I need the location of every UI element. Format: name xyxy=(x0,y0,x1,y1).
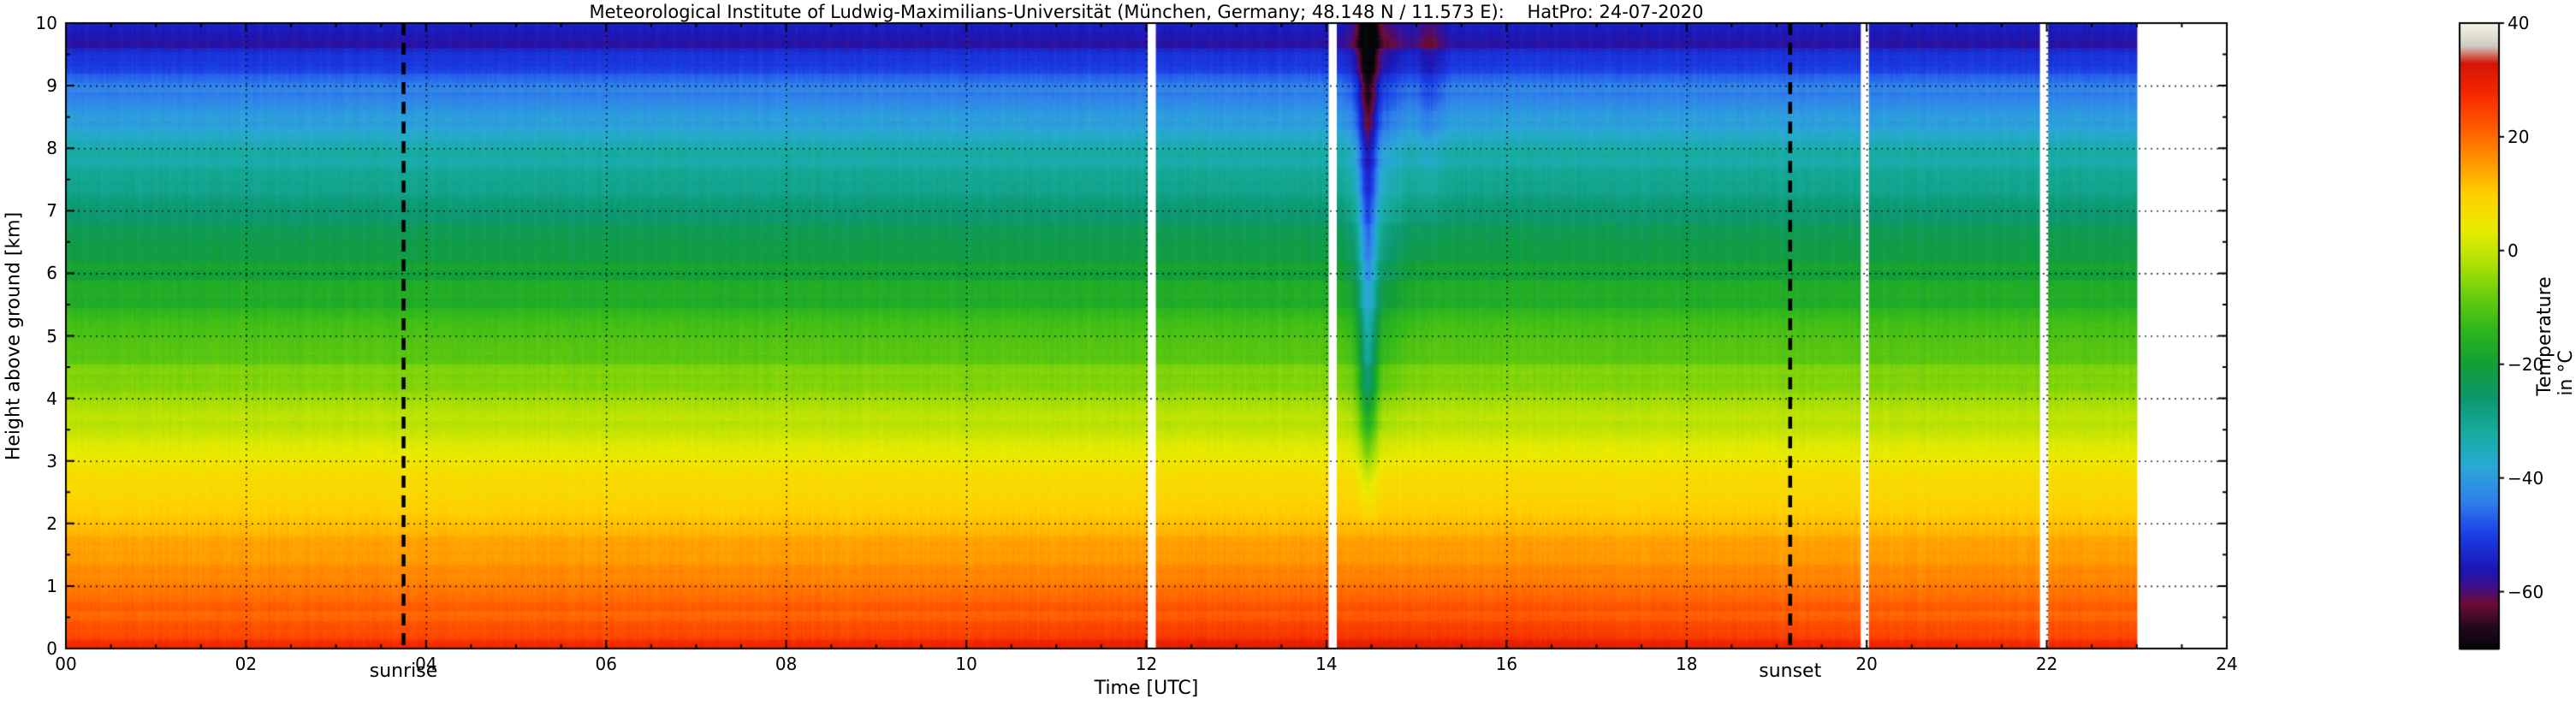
x-tick-label: 14 xyxy=(1315,654,1338,674)
y-tick-label: 6 xyxy=(46,263,57,284)
x-tick-label: 06 xyxy=(595,654,617,674)
y-tick-label: 0 xyxy=(46,638,57,659)
colorbar-tick-label: 0 xyxy=(2508,240,2519,261)
y-tick-label: 8 xyxy=(46,138,57,159)
y-tick-label: 3 xyxy=(46,450,57,471)
x-tick-label: 10 xyxy=(955,654,977,674)
x-tick-label: 24 xyxy=(2216,654,2238,674)
x-tick-label: 02 xyxy=(234,654,258,674)
y-tick-label: 10 xyxy=(35,13,57,33)
colorbar-label: Temperature in °C xyxy=(2534,275,2576,396)
x-tick-label: 22 xyxy=(2035,654,2058,674)
x-tick-label: 08 xyxy=(775,654,798,674)
y-tick-label: 2 xyxy=(46,512,57,534)
y-tick-label: 5 xyxy=(46,325,57,347)
x-tick-label: 20 xyxy=(1855,654,1878,674)
x-tick-label: 00 xyxy=(55,654,77,674)
x-tick-label: 16 xyxy=(1495,654,1518,674)
colorbar-tick-label: 40 xyxy=(2508,13,2530,33)
x-tick-label: 18 xyxy=(1676,654,1698,674)
sunset-label: sunset xyxy=(1759,661,1822,682)
y-tick-label: 1 xyxy=(46,575,57,596)
y-axis-label: Height above ground [km] xyxy=(3,211,25,460)
chart-title: Meteorological Institute of Ludwig-Maxim… xyxy=(589,2,1704,22)
colorbar-tick-label: −40 xyxy=(2508,467,2544,489)
colorbar-tick-label: −60 xyxy=(2508,581,2544,602)
x-axis-label: Time [UTC] xyxy=(1094,678,1199,699)
sunrise-label: sunrise xyxy=(369,661,438,682)
y-tick-label: 7 xyxy=(46,200,57,222)
colorbar-tick-label: 20 xyxy=(2508,126,2530,147)
y-tick-label: 4 xyxy=(46,388,57,409)
y-tick-label: 9 xyxy=(46,75,57,97)
x-tick-label: 12 xyxy=(1135,654,1158,674)
colorbar-tick-label: −20 xyxy=(2508,353,2544,375)
x-tick-label: 04 xyxy=(415,654,437,674)
